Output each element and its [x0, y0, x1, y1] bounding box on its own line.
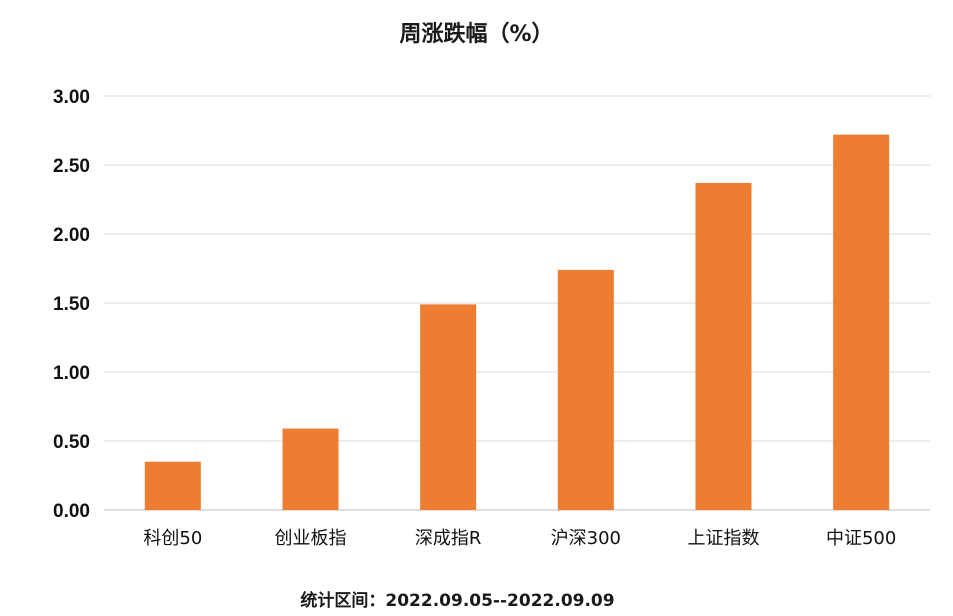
bar-4 [695, 182, 752, 510]
y-tick-label: 1.00 [53, 363, 90, 384]
statistics-period-note: 统计区间：2022.09.05--2022.09.09 [300, 591, 615, 611]
y-axis-tick-labels: 0.00 0.50 1.00 1.50 2.00 2.50 3.00 [53, 87, 90, 522]
y-tick-label: 2.00 [53, 225, 90, 246]
x-tick-label: 上证指数 [688, 528, 760, 549]
bar-2 [420, 304, 477, 510]
bar-chart: 0.00 0.50 1.00 1.50 2.00 2.50 3.00 科创50 创业板指 深成指… [53, 87, 930, 549]
chart-title: 周涨跌幅（%） [399, 22, 554, 47]
bars [144, 134, 890, 510]
x-tick-label: 深成指R [415, 528, 482, 549]
y-tick-label: 2.50 [53, 156, 90, 177]
x-tick-label: 中证500 [826, 528, 896, 549]
x-axis-tick-labels: 科创50 创业板指 深成指R 沪深300 上证指数 中证500 [143, 528, 896, 549]
y-tick-label: 0.00 [53, 501, 90, 522]
bar-3 [557, 269, 614, 510]
bar-5 [833, 134, 890, 510]
y-tick-label: 3.00 [53, 87, 90, 108]
bar-0 [144, 461, 201, 510]
x-tick-label: 创业板指 [275, 528, 347, 549]
gridlines [104, 95, 930, 511]
y-tick-label: 1.50 [53, 294, 90, 315]
bar-1 [282, 428, 339, 510]
x-tick-label: 沪深300 [551, 528, 621, 549]
y-tick-label: 0.50 [53, 432, 90, 453]
x-tick-label: 科创50 [143, 528, 202, 549]
